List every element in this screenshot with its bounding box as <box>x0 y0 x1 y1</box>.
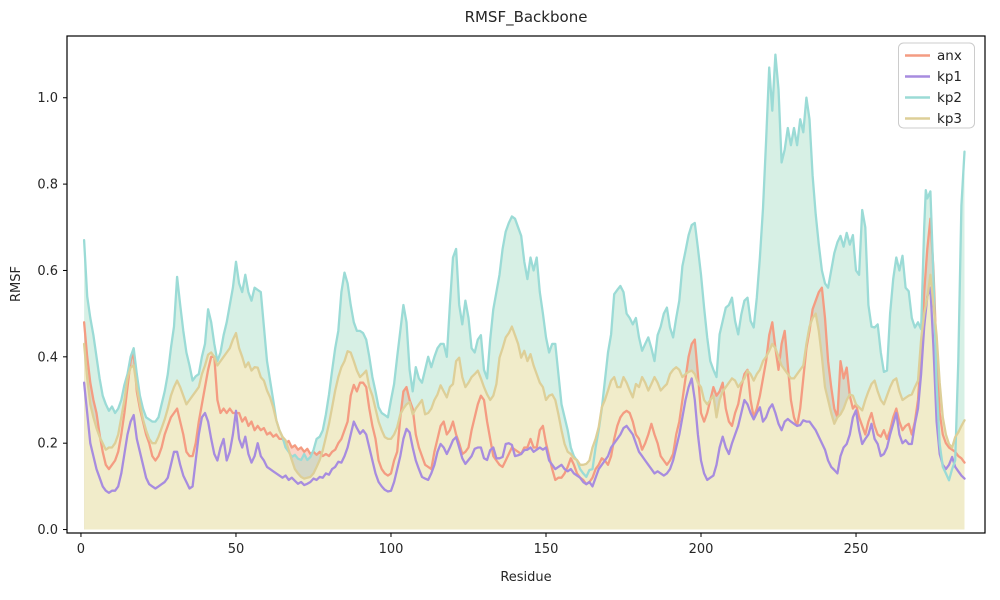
x-tick-label: 100 <box>379 542 404 557</box>
legend-item-kp2[interactable]: kp2 <box>905 90 962 106</box>
y-tick-label: 0.8 <box>37 178 58 193</box>
y-tick-label: 0.6 <box>37 264 58 279</box>
y-tick-label: 0.0 <box>37 523 58 538</box>
legend[interactable]: anx kp1 kp2 kp3 <box>898 42 975 129</box>
x-axis-label: Residue <box>500 570 551 585</box>
legend-label-kp2: kp2 <box>937 90 962 106</box>
y-tick-label: 0.4 <box>37 350 58 365</box>
chart-title: RMSF_Backbone <box>465 8 588 27</box>
legend-item-anx[interactable]: anx <box>905 48 962 64</box>
series-line-kp2 <box>82 53 966 482</box>
series-line-anx <box>82 217 966 486</box>
legend-label-kp1: kp1 <box>937 69 962 85</box>
legend-item-kp1[interactable]: kp1 <box>905 69 962 85</box>
series-line-kp3 <box>82 273 966 480</box>
axis-ticks: 0 50 100 150 200 250 0.0 0.2 0.4 0.6 0.8 1.0 <box>37 91 868 557</box>
series-lines <box>82 53 966 494</box>
x-tick-label: 150 <box>534 542 559 557</box>
y-axis-label: RMSF <box>9 266 24 302</box>
y-tick-label: 1.0 <box>37 91 58 106</box>
x-tick-label: 50 <box>228 542 245 557</box>
plot-area: 0 50 100 150 200 250 0.0 0.2 0.4 0.6 0.8 1.0 <box>37 53 966 557</box>
legend-item-kp3[interactable]: kp3 <box>905 111 962 127</box>
y-tick-label: 0.2 <box>37 437 58 452</box>
series-fill-kp3 <box>84 274 965 530</box>
x-tick-label: 250 <box>844 542 869 557</box>
series-line-kp1 <box>82 286 966 494</box>
x-tick-label: 0 <box>77 542 85 557</box>
x-tick-label: 200 <box>689 542 714 557</box>
legend-box <box>898 42 975 129</box>
legend-label-kp3: kp3 <box>937 111 962 127</box>
axes-spines <box>66 35 986 534</box>
legend-label-anx: anx <box>937 48 962 64</box>
